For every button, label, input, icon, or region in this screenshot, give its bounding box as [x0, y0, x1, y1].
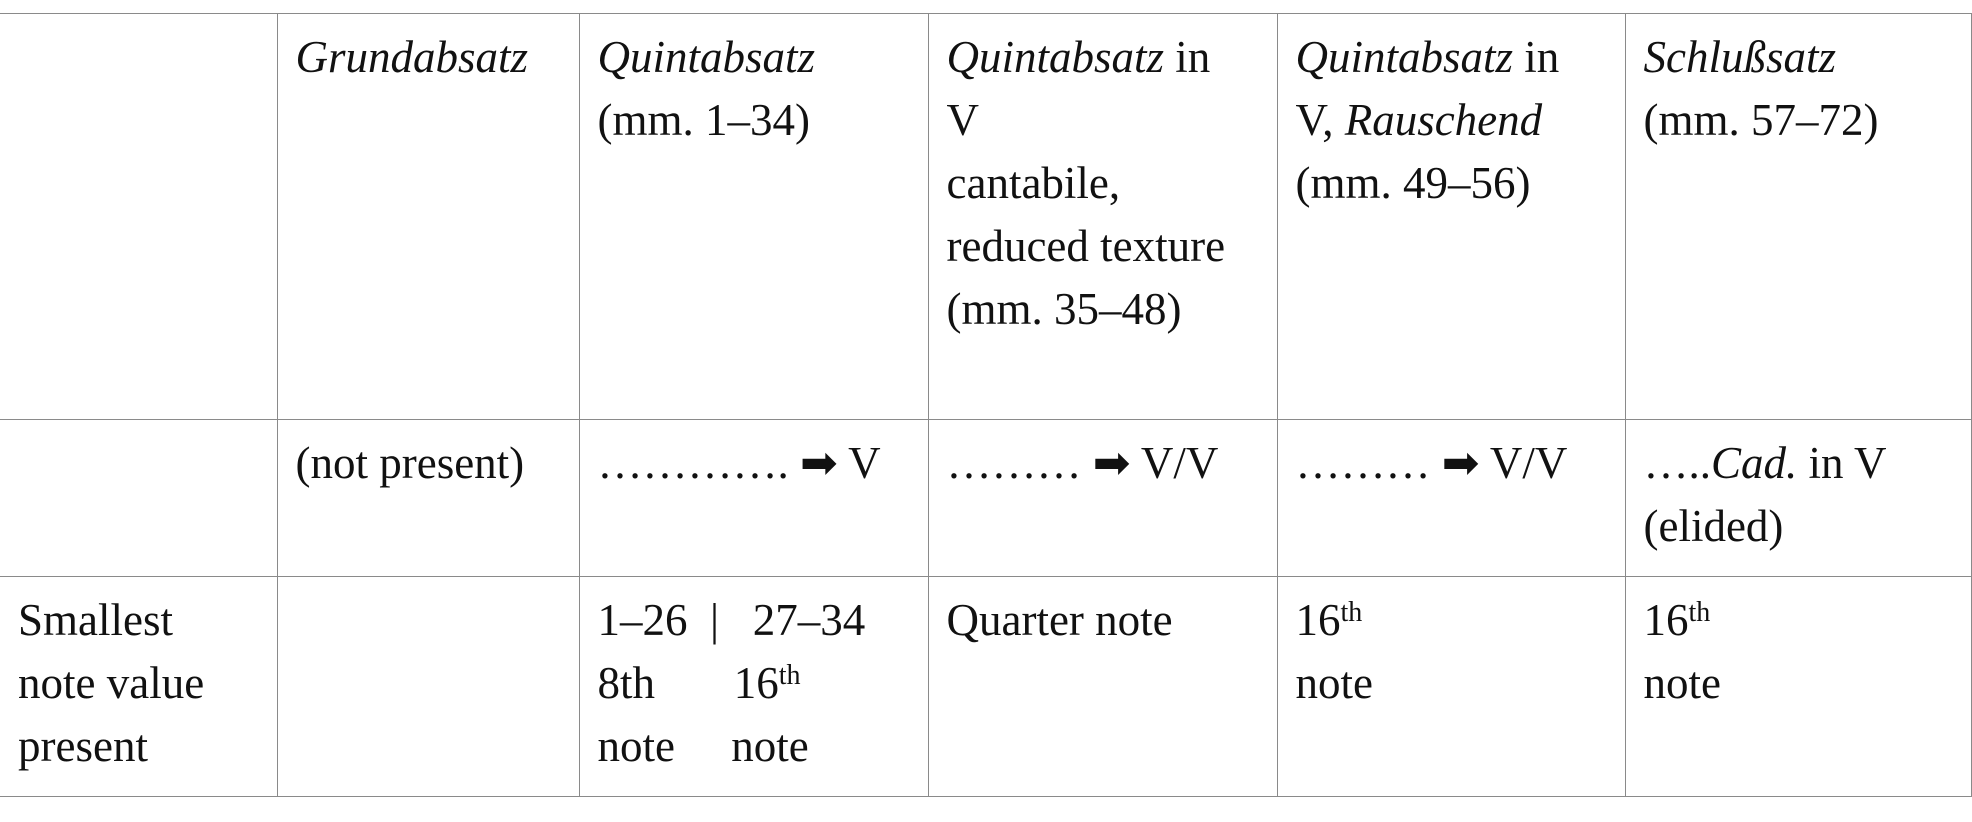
comparison-table: Grundabsatz Quintabsatz (mm. 1–34) Quintab…: [0, 13, 1972, 797]
table-cell: 1–26 | 27–34 8th 16th note note: [578, 576, 929, 797]
table-cell: …………. ➡ V: [578, 419, 929, 577]
text-run: (mm. 49–56): [1295, 158, 1531, 208]
text-run: in V (elided): [1643, 438, 1887, 551]
text-run: in V cantabile, reduced texture (mm. 35–…: [946, 32, 1226, 334]
table-cell: Quintabsatz (mm. 1–34): [578, 13, 929, 420]
table-cell: (not present): [276, 419, 580, 577]
table-cell: 16th note: [1624, 576, 1972, 797]
text-run: Schlußsatz: [1643, 32, 1837, 82]
superscript: th: [1340, 597, 1363, 628]
table-cell: [276, 576, 580, 797]
text-run: Quintabsatz: [597, 32, 816, 82]
text-run: …..: [1643, 438, 1712, 488]
superscript: th: [1688, 597, 1711, 628]
table-cell: 16th note: [1276, 576, 1626, 797]
table-cell: Quarter note: [927, 576, 1278, 797]
table-cell: Quintabsatz in V, Rauschend (mm. 49–56): [1276, 13, 1626, 420]
superscript: th: [778, 660, 801, 691]
page: Grundabsatz Quintabsatz (mm. 1–34) Quintab…: [0, 13, 1972, 822]
text-run: Quintabsatz: [946, 32, 1165, 82]
text-run: (mm. 1–34): [597, 95, 810, 145]
text-run: in V,: [1295, 32, 1570, 145]
text-run: note: [1295, 658, 1373, 708]
table-row: Smallest note value present 1–26 | 27–34 …: [0, 576, 1972, 797]
table-cell: Smallest note value present: [0, 576, 278, 797]
table-row: Grundabsatz Quintabsatz (mm. 1–34) Quintab…: [0, 13, 1972, 420]
table-cell: Quintabsatz in V cantabile, reduced text…: [927, 13, 1278, 420]
table-cell: [0, 419, 278, 577]
text-run: note: [1643, 658, 1721, 708]
text-run: Quintabsatz: [1295, 32, 1514, 82]
table-cell: [0, 13, 278, 420]
text-run: note note: [597, 721, 809, 771]
text-run: 1–26 | 27–34 8th 16: [597, 595, 866, 708]
table-cell: ……… ➡ V/V: [927, 419, 1278, 577]
text-run: Rauschend: [1344, 95, 1543, 145]
table-cell: ……… ➡ V/V: [1276, 419, 1626, 577]
table-cell: Schlußsatz (mm. 57–72): [1624, 13, 1972, 420]
text-run: Cad.: [1711, 438, 1798, 488]
text-run: 16: [1295, 595, 1341, 645]
table-cell: Grundabsatz: [276, 13, 580, 420]
table-cell: …..Cad. in V (elided): [1624, 419, 1972, 577]
table-row: (not present)…………. ➡ V……… ➡ V/V……… ➡ V/V…: [0, 419, 1972, 577]
text-run: Grundabsatz: [295, 32, 529, 82]
text-run: (mm. 57–72): [1643, 95, 1879, 145]
text-run: 16: [1643, 595, 1689, 645]
table-body: Grundabsatz Quintabsatz (mm. 1–34) Quintab…: [0, 13, 1972, 797]
